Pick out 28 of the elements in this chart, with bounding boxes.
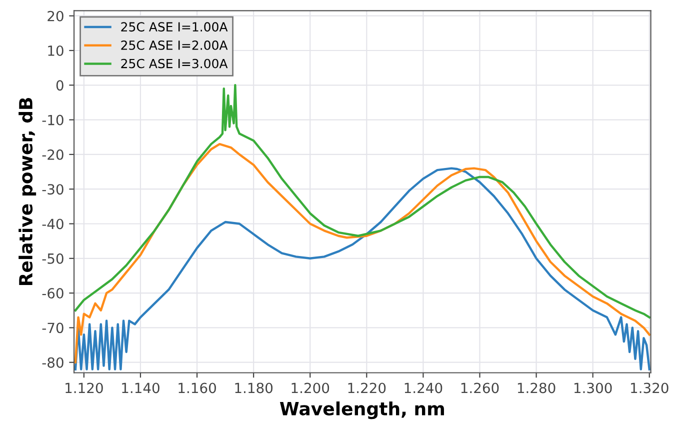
y-tick-label: 20 [48,10,64,22]
x-tick-label: 1.200 [292,382,330,394]
legend-label: 25C ASE I=1.00A [121,22,228,32]
y-tick-label: -50 [42,253,64,264]
x-tick-label: 1.260 [461,382,499,394]
x-tick-label: 1.140 [122,382,160,394]
x-tick-label: 1.180 [235,382,273,394]
x-tick-label: 1.280 [518,382,556,394]
y-tick-label: -70 [42,322,64,334]
y-tick-label: 10 [48,45,64,56]
y-tick-label: -60 [42,288,64,299]
y-tick-label: -40 [42,218,64,230]
x-tick-label: 1.160 [178,382,216,394]
x-axis-title: Wavelength, nm [280,401,444,420]
y-axis-title: Relative power, dB [18,98,36,286]
x-tick-label: 1.320 [631,382,668,394]
legend-label: 25C ASE I=3.00A [121,58,228,68]
x-tick-label: 1.120 [66,382,103,394]
y-tick-label: -30 [42,184,64,195]
legend-label: 25C ASE I=2.00A [121,40,228,50]
y-tick-label: 0 [56,80,64,91]
x-tick-label: 1.300 [574,382,612,394]
line-series [74,84,650,318]
y-tick-label: -10 [42,114,64,126]
y-tick-label: -80 [42,357,64,368]
x-tick-label: 1.240 [404,382,442,394]
y-tick-label: -20 [42,149,64,160]
x-tick-label: 1.220 [348,382,386,394]
